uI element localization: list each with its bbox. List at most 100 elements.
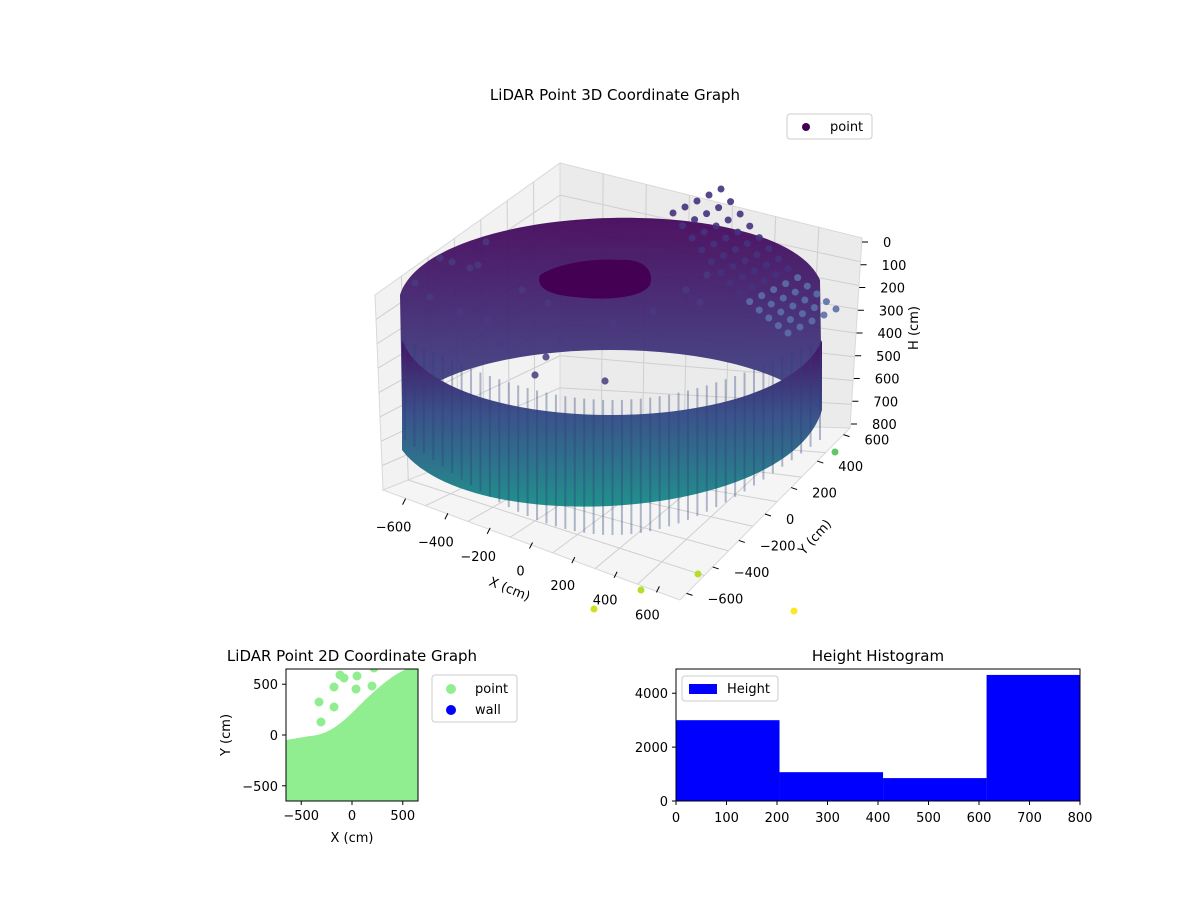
histogram-x-tick-label: 800: [1068, 811, 1093, 826]
outlier-point: [790, 607, 798, 615]
data-point: [755, 306, 763, 314]
data-point: [601, 377, 609, 385]
data-point: [758, 292, 766, 300]
data-point: [734, 228, 742, 236]
data-point: [786, 316, 794, 324]
data-point-2d: [329, 682, 339, 692]
x-axis-label-2d: X (cm): [331, 831, 374, 846]
data-point: [753, 251, 761, 259]
data-point: [810, 304, 818, 312]
data-point: [751, 267, 758, 275]
data-point: [679, 222, 687, 230]
x-tick-label-3d: −400: [418, 535, 454, 550]
data-point: [803, 282, 811, 290]
data-point: [478, 326, 486, 334]
data-point: [717, 269, 725, 277]
data-point: [767, 300, 775, 308]
histogram-title: Height Histogram: [812, 647, 944, 665]
y-tick-mark-3d: [686, 592, 693, 596]
data-point: [796, 323, 804, 331]
data-point-2d: [335, 670, 345, 680]
data-point: [544, 299, 552, 307]
histogram-bar: [676, 720, 780, 801]
data-point: [808, 317, 816, 325]
data-point: [705, 191, 713, 199]
legend-2d-label-wall: wall: [475, 703, 501, 718]
x-tick-mark-3d: [444, 513, 449, 520]
data-point: [727, 198, 735, 206]
z-tick-label-3d: 200: [880, 282, 905, 297]
data-point: [681, 203, 689, 211]
data-point: [736, 289, 744, 297]
histogram-ticks: 0 100 200 300 400 500 600 700 800 0 2000 4000: [635, 687, 1093, 826]
data-point: [774, 322, 782, 330]
data-point-2d: [329, 702, 339, 712]
z-tick-label-3d: 400: [878, 327, 903, 342]
data-point: [801, 296, 809, 304]
y-tick-label-3d: −400: [734, 566, 770, 581]
outlier-point: [831, 448, 839, 456]
data-point-2d: [367, 681, 377, 691]
data-point: [456, 308, 464, 316]
data-point: [531, 371, 539, 379]
data-point: [691, 216, 699, 224]
data-point: [411, 279, 419, 287]
scatter-2d-points: [314, 669, 379, 727]
scatter-2d-fill: [286, 669, 418, 801]
data-point: [436, 254, 444, 262]
data-point: [791, 288, 799, 296]
data-point-2d: [352, 671, 362, 681]
data-point: [739, 273, 746, 281]
x-tick-label-3d: −600: [376, 521, 412, 536]
data-point: [763, 261, 770, 269]
outlier-point: [590, 605, 598, 613]
data-point: [765, 314, 773, 322]
data-point: [772, 271, 780, 279]
z-tick-label-3d: 700: [873, 395, 898, 410]
histogram-x-tick-label: 600: [967, 811, 992, 826]
histogram-bar: [779, 772, 884, 801]
data-point: [765, 245, 773, 253]
x-ticks-3d: −600 −400 −200 0 200 400 600: [376, 498, 660, 623]
plot-3d: LiDAR Point 3D Coordinate Graph −600 −400…: [374, 86, 922, 623]
x-tick-label-2d: 500: [390, 809, 415, 824]
legend-3d: point: [786, 113, 873, 140]
z-axis-label-3d: H (cm): [907, 306, 922, 350]
legend-3d-box: [786, 113, 873, 140]
x-tick-mark-3d: [529, 542, 533, 549]
data-point: [722, 234, 730, 242]
wall-point-columns: [404, 340, 821, 535]
data-point: [832, 305, 840, 313]
x-tick-mark-3d: [613, 571, 618, 578]
legend-3d-label: point: [830, 120, 863, 135]
histogram-x-tick-label: 300: [815, 811, 840, 826]
z-ticks-3d: 0 100 200 300 400 500 600 700 800: [851, 236, 906, 433]
z-tick-label-3d: 600: [875, 373, 900, 388]
data-point: [775, 255, 782, 263]
data-point: [710, 240, 718, 248]
z-tick-label-3d: 100: [882, 259, 907, 274]
data-point: [736, 210, 744, 218]
z-tick-label-3d: 300: [879, 304, 904, 319]
legend-2d-marker-wall: [446, 705, 456, 715]
data-point: [782, 280, 790, 288]
plot-3d-title: LiDAR Point 3D Coordinate Graph: [490, 86, 740, 104]
data-point: [703, 210, 711, 218]
data-point: [777, 308, 785, 316]
data-point: [707, 258, 715, 266]
data-point: [698, 246, 706, 254]
x-tick-mark-3d: [655, 586, 660, 593]
data-point: [482, 238, 490, 246]
x-tick-label-3d: 200: [550, 579, 575, 594]
ticks-2d: −500 −500 0 0 500 500: [242, 678, 415, 824]
legend-2d: point wall: [431, 674, 518, 723]
outlier-point: [637, 586, 645, 594]
x-tick-mark-3d: [486, 527, 491, 535]
histogram-y-tick-label: 0: [660, 795, 668, 810]
data-point: [729, 263, 737, 271]
data-point: [712, 222, 720, 230]
y-tick-label-2d: 500: [253, 678, 278, 693]
dense-cluster: [539, 259, 651, 299]
